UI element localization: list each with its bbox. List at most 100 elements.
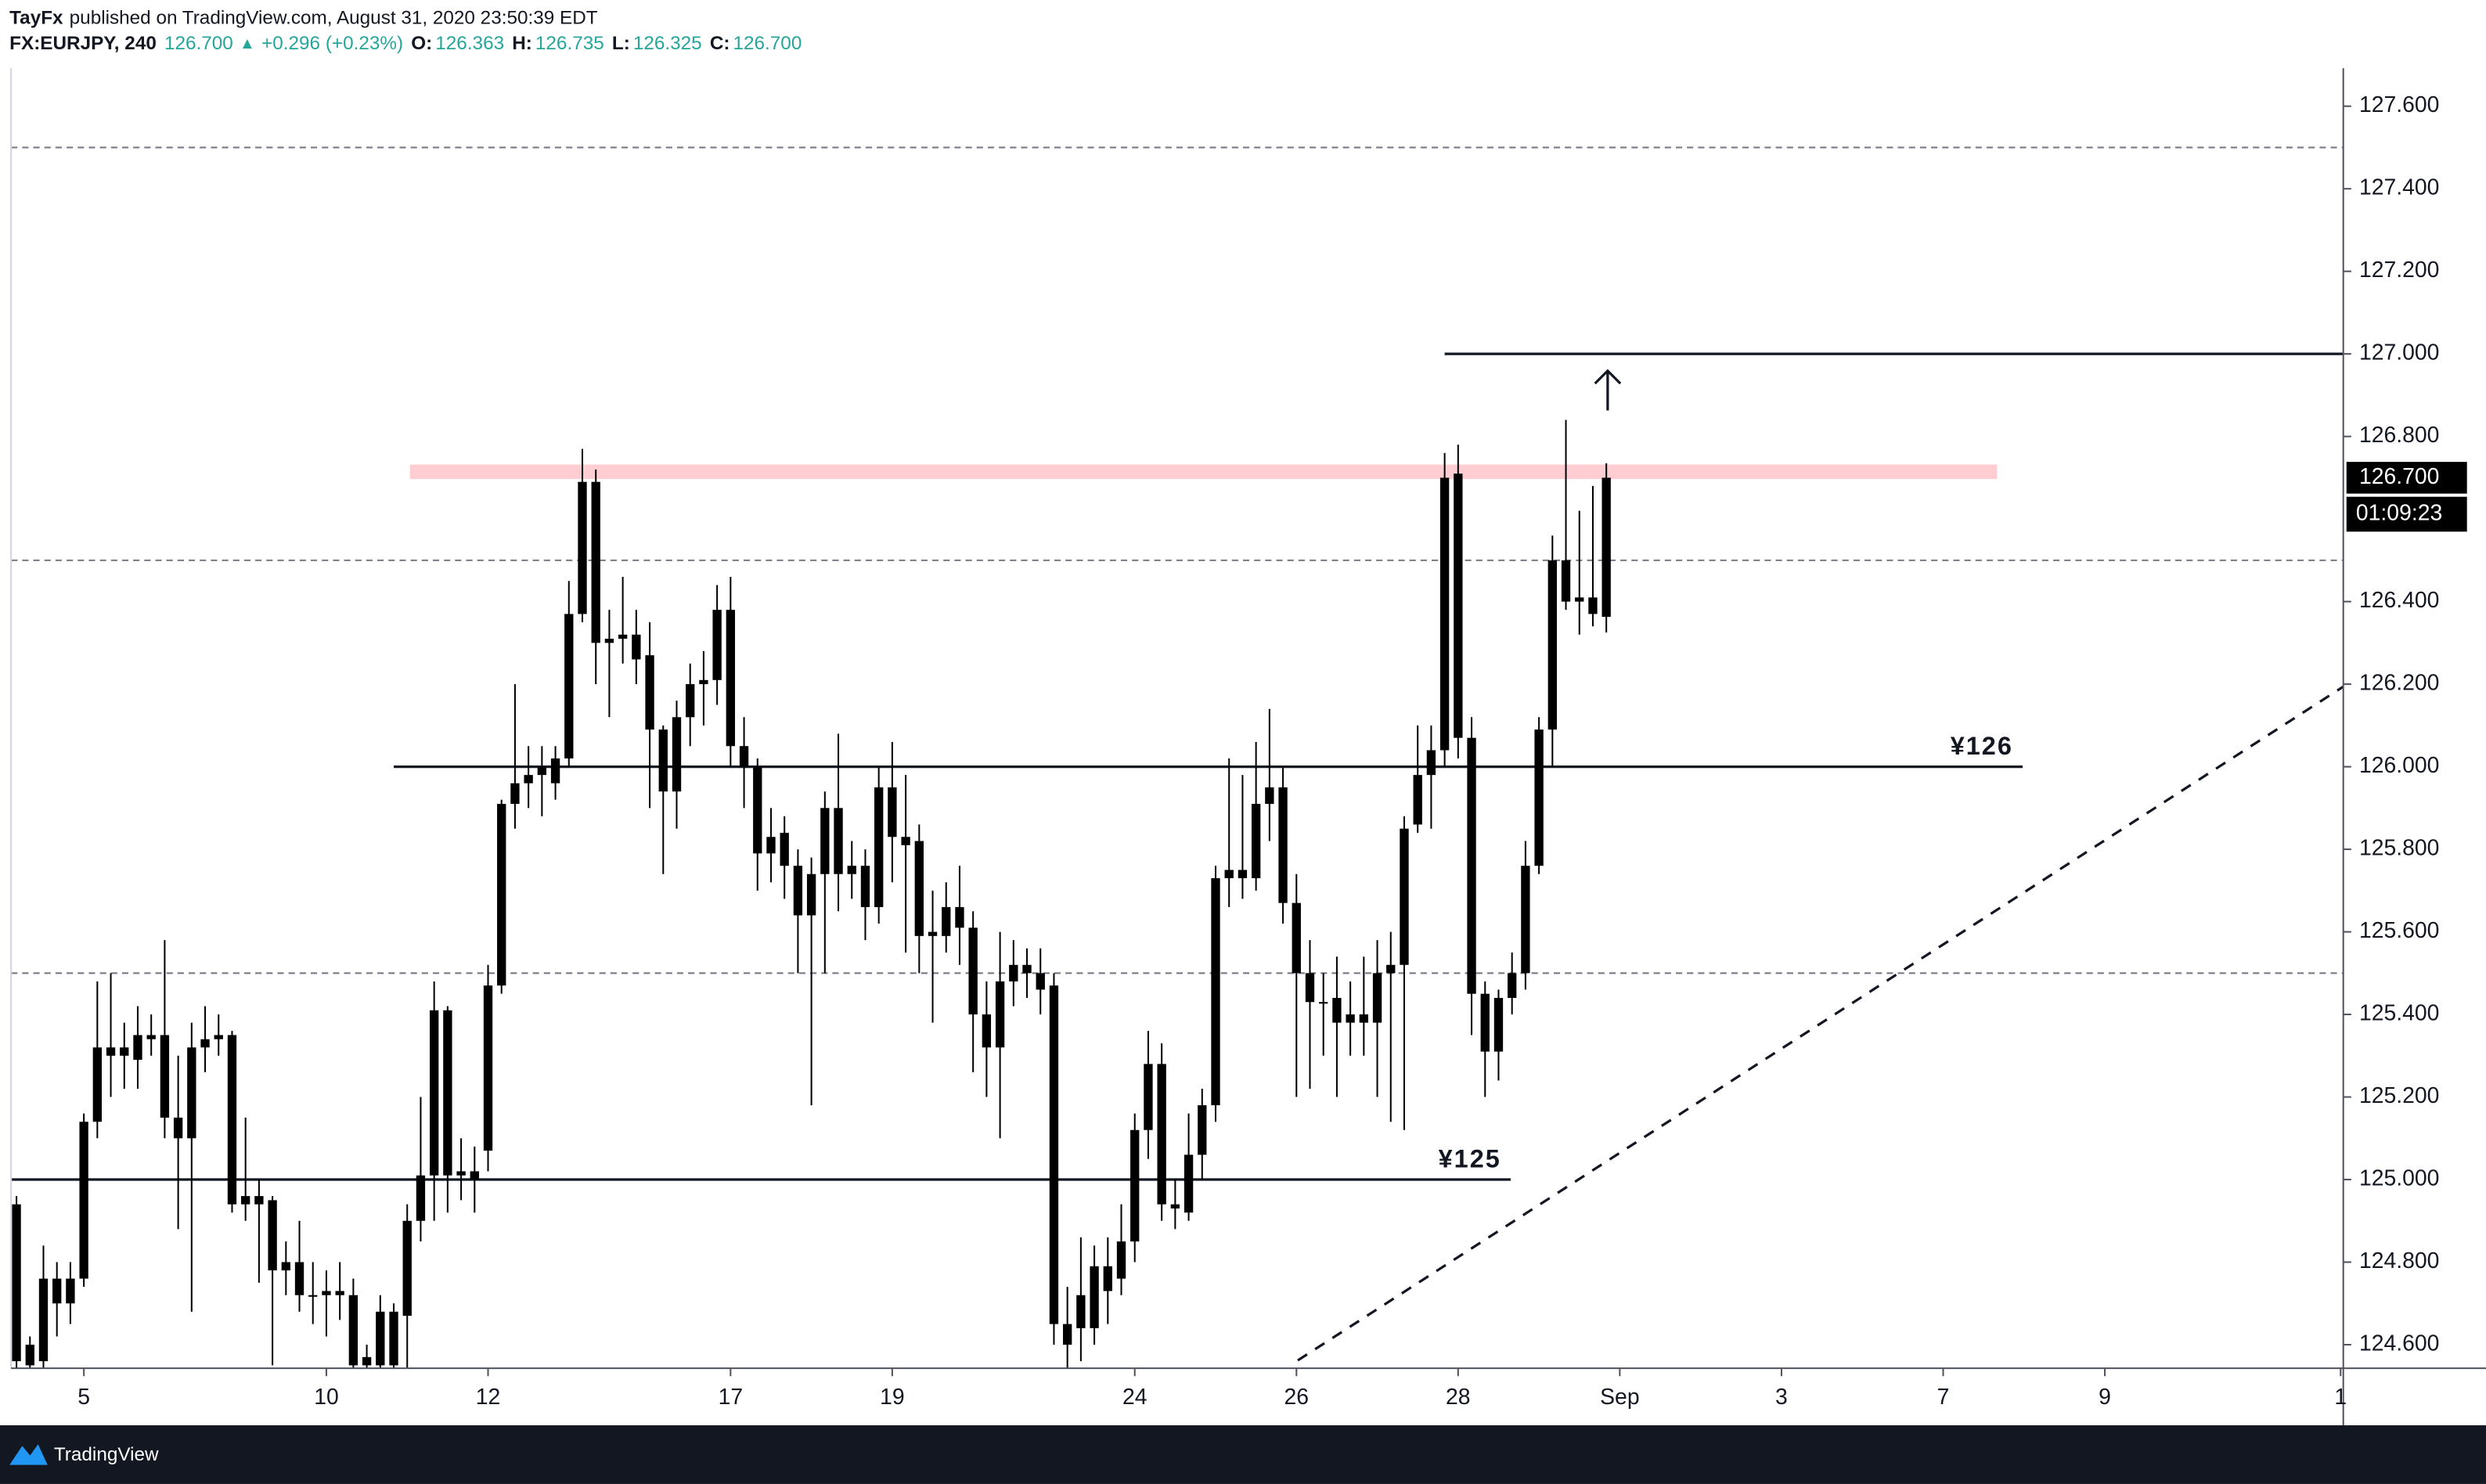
- ohlc-value: 126.363: [435, 33, 504, 54]
- candle-body: [942, 906, 951, 936]
- y-tick-label: 124.800: [2359, 1248, 2439, 1273]
- candle-body: [241, 1196, 250, 1205]
- candle-body: [806, 873, 816, 916]
- candle-body: [1319, 1002, 1328, 1004]
- candle-body: [901, 837, 910, 845]
- candle-body: [1144, 1064, 1153, 1130]
- candle-body: [456, 1171, 466, 1176]
- candle-body: [860, 866, 870, 907]
- up-arrow: ▲: [240, 35, 255, 52]
- resistance-zone: [409, 464, 1998, 479]
- x-tick-label: 24: [1122, 1385, 1148, 1410]
- candle-body: [564, 614, 574, 759]
- candle-body: [1090, 1266, 1099, 1328]
- y-tick-label: 127.400: [2359, 175, 2439, 200]
- candle-body: [416, 1175, 426, 1221]
- candle-body: [618, 634, 628, 639]
- candle-body: [146, 1035, 156, 1039]
- candle-body: [645, 655, 654, 730]
- candle-body: [1332, 997, 1342, 1023]
- ohlc-label: L:: [612, 33, 630, 54]
- y-tick-label: 126.400: [2359, 588, 2439, 613]
- ohlc-label: O:: [411, 33, 432, 54]
- symbol: FX:EURJPY, 240: [9, 33, 157, 54]
- candle-body: [726, 610, 736, 747]
- candle-body: [1386, 964, 1396, 974]
- x-tick-label: 17: [719, 1385, 744, 1410]
- candle-body: [968, 928, 978, 1015]
- last-price-box: [2346, 462, 2467, 494]
- candle-body: [402, 1220, 412, 1317]
- candle-body: [820, 808, 830, 874]
- candle-body: [1413, 775, 1422, 825]
- last: 126.700: [164, 33, 233, 54]
- y-tick-label: 126.800: [2359, 423, 2439, 448]
- x-tick-label: 10: [314, 1385, 339, 1410]
- level-label: ¥126: [1951, 732, 2013, 760]
- candle-body: [1009, 964, 1018, 982]
- candle-body: [1103, 1266, 1112, 1291]
- candle-body: [739, 746, 749, 767]
- candle-body: [834, 808, 843, 874]
- candle-body: [604, 639, 614, 643]
- x-tick-label: 28: [1446, 1385, 1471, 1410]
- candle-body: [550, 758, 560, 783]
- x-tick-label: 7: [1937, 1385, 1950, 1410]
- y-tick-label: 125.200: [2359, 1083, 2439, 1108]
- candle-body: [294, 1262, 304, 1295]
- y-tick-label: 124.600: [2359, 1331, 2439, 1356]
- y-tick-label: 127.000: [2359, 340, 2439, 366]
- author: TayFx: [9, 8, 63, 29]
- candle-body: [793, 866, 803, 916]
- candle-body: [1575, 597, 1584, 602]
- candle-body: [578, 481, 587, 614]
- x-tick-label: 5: [77, 1385, 90, 1410]
- candle-body: [982, 1014, 992, 1048]
- candle-body: [1372, 973, 1382, 1023]
- candle-body: [66, 1278, 75, 1304]
- candle-body: [335, 1291, 344, 1295]
- candle-body: [766, 837, 776, 854]
- ohlc-label: C:: [710, 33, 730, 54]
- candle-body: [524, 775, 533, 783]
- y-tick-label: 125.800: [2359, 836, 2439, 861]
- candle-body: [120, 1047, 129, 1056]
- header-ohlc: FX:EURJPY, 240 126.700 ▲ +0.296 (+0.23%) O: 1…: [9, 33, 802, 54]
- candle-body: [173, 1117, 183, 1139]
- y-tick-label: 125.000: [2359, 1166, 2439, 1191]
- y-tick-label: 126.200: [2359, 671, 2439, 696]
- x-tick-label: 19: [880, 1385, 905, 1410]
- candle-body: [214, 1035, 223, 1039]
- y-tick-label: 125.400: [2359, 1001, 2439, 1026]
- candle-body: [25, 1345, 34, 1366]
- candle-body: [699, 679, 708, 685]
- candle-body: [1359, 1014, 1369, 1023]
- candle-body: [308, 1295, 318, 1297]
- candle-body: [1062, 1324, 1072, 1345]
- candle-body: [429, 1010, 439, 1176]
- candle-body: [1278, 787, 1288, 903]
- y-tick-label: 127.600: [2359, 92, 2439, 117]
- candle-body: [1022, 964, 1032, 974]
- candle-body: [1346, 1014, 1355, 1023]
- x-tick-label: Sep: [1600, 1385, 1639, 1410]
- candle-body: [1588, 597, 1598, 614]
- candle-body: [537, 766, 547, 776]
- x-tick-label: 9: [2099, 1385, 2111, 1410]
- candle-body: [1547, 560, 1557, 730]
- brand: TradingView: [54, 1444, 159, 1465]
- candle-body: [443, 1010, 452, 1176]
- y-tick-label: 126.000: [2359, 753, 2439, 778]
- candle-body: [1400, 828, 1409, 965]
- candle-body: [1521, 866, 1530, 974]
- candle-body: [1157, 1064, 1166, 1205]
- x-tick-label: 3: [1775, 1385, 1788, 1410]
- candle-body: [1426, 750, 1436, 776]
- y-tick-label: 125.600: [2359, 918, 2439, 943]
- candle-body: [1170, 1204, 1180, 1208]
- candle-body: [672, 717, 682, 792]
- candle-body: [200, 1039, 210, 1048]
- x-tick-label: 12: [476, 1385, 501, 1410]
